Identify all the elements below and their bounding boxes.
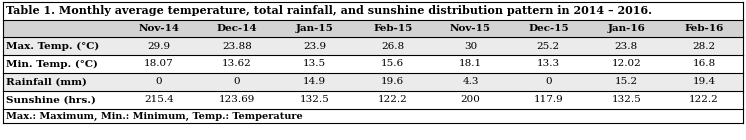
Text: Table 1. Monthly average temperature, total rainfall, and sunshine distribution : Table 1. Monthly average temperature, to…	[6, 5, 652, 17]
Text: Sunshine (hrs.): Sunshine (hrs.)	[6, 95, 95, 104]
Text: 18.1: 18.1	[459, 60, 482, 68]
Text: 12.02: 12.02	[611, 60, 641, 68]
Text: 117.9: 117.9	[533, 95, 563, 104]
Text: 122.2: 122.2	[689, 95, 719, 104]
Text: 25.2: 25.2	[537, 41, 560, 51]
Bar	[3, 37, 743, 55]
Text: 16.8: 16.8	[692, 60, 715, 68]
Text: 15.6: 15.6	[381, 60, 404, 68]
Text: 19.6: 19.6	[381, 78, 404, 87]
Text: 0: 0	[233, 78, 240, 87]
Text: 13.5: 13.5	[303, 60, 326, 68]
Text: Rainfall (mm): Rainfall (mm)	[6, 78, 87, 87]
Text: Jan-16: Jan-16	[607, 24, 645, 33]
Bar	[3, 55, 743, 73]
Text: 23.88: 23.88	[222, 41, 252, 51]
Text: 0: 0	[545, 78, 552, 87]
Text: 122.2: 122.2	[377, 95, 407, 104]
Text: 19.4: 19.4	[692, 78, 715, 87]
Text: Feb-16: Feb-16	[684, 24, 724, 33]
Bar	[3, 2, 743, 20]
Text: 132.5: 132.5	[300, 95, 330, 104]
Bar	[3, 20, 743, 37]
Text: 14.9: 14.9	[303, 78, 326, 87]
Text: Feb-15: Feb-15	[373, 24, 413, 33]
Text: 4.3: 4.3	[463, 78, 479, 87]
Text: 30: 30	[464, 41, 477, 51]
Text: Dec-15: Dec-15	[528, 24, 568, 33]
Text: 13.62: 13.62	[222, 60, 252, 68]
Text: 123.69: 123.69	[219, 95, 255, 104]
Text: 23.8: 23.8	[615, 41, 638, 51]
Bar	[3, 109, 743, 123]
Text: Nov-15: Nov-15	[450, 24, 491, 33]
Text: Max.: Maximum, Min.: Minimum, Temp.: Temperature: Max.: Maximum, Min.: Minimum, Temp.: Tem…	[6, 111, 303, 121]
Text: 23.9: 23.9	[303, 41, 326, 51]
Text: 13.3: 13.3	[537, 60, 560, 68]
Text: Max. Temp. (°C): Max. Temp. (°C)	[6, 41, 99, 51]
Text: 26.8: 26.8	[381, 41, 404, 51]
Text: Jan-15: Jan-15	[296, 24, 333, 33]
Text: 15.2: 15.2	[615, 78, 638, 87]
Bar	[3, 73, 743, 91]
Text: 18.07: 18.07	[144, 60, 174, 68]
Text: Dec-14: Dec-14	[216, 24, 257, 33]
Text: 132.5: 132.5	[611, 95, 641, 104]
Text: Min. Temp. (°C): Min. Temp. (°C)	[6, 60, 98, 69]
Text: 200: 200	[460, 95, 480, 104]
Text: Nov-14: Nov-14	[139, 24, 180, 33]
Text: 215.4: 215.4	[144, 95, 174, 104]
Bar	[3, 91, 743, 109]
Text: 0: 0	[156, 78, 163, 87]
Text: 29.9: 29.9	[148, 41, 171, 51]
Text: 28.2: 28.2	[692, 41, 715, 51]
